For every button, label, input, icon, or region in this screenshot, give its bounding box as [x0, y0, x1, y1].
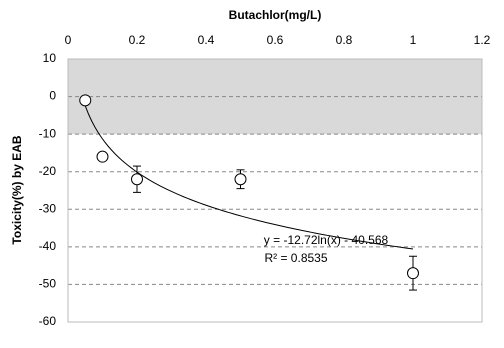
- x-tick-label: 0.6: [267, 33, 284, 47]
- trend-r2: R² = 0.8535: [264, 251, 327, 265]
- x-tick-label: 0: [65, 33, 72, 47]
- plot-border: [67, 58, 483, 323]
- y-tick-label: -10: [39, 126, 57, 140]
- y-tick-label: -20: [39, 164, 57, 178]
- y-tick-label: -40: [39, 239, 57, 253]
- x-tick-label: 0.8: [336, 33, 353, 47]
- trend-equation: y = -12.72ln(x) - 40.568: [264, 233, 389, 247]
- x-tick-label: 1.2: [474, 33, 491, 47]
- x-tick-label: 0.4: [198, 33, 215, 47]
- y-tick-label: 0: [49, 89, 56, 103]
- y-tick-label: 10: [43, 51, 57, 65]
- point: [79, 94, 92, 107]
- point: [407, 267, 419, 280]
- y-axis-title: Toxicity(%) by EAB: [10, 135, 24, 244]
- x-tick-label: 0.2: [129, 33, 146, 47]
- x-tick-label: 1: [410, 33, 417, 47]
- y-tick-label: -60: [39, 314, 57, 328]
- point: [131, 173, 143, 186]
- point: [96, 150, 109, 163]
- y-tick-label: -50: [39, 277, 57, 291]
- y-tick-label: -30: [39, 201, 57, 215]
- point: [234, 173, 247, 186]
- x-axis-title: Butachlor(mg/L): [229, 8, 322, 22]
